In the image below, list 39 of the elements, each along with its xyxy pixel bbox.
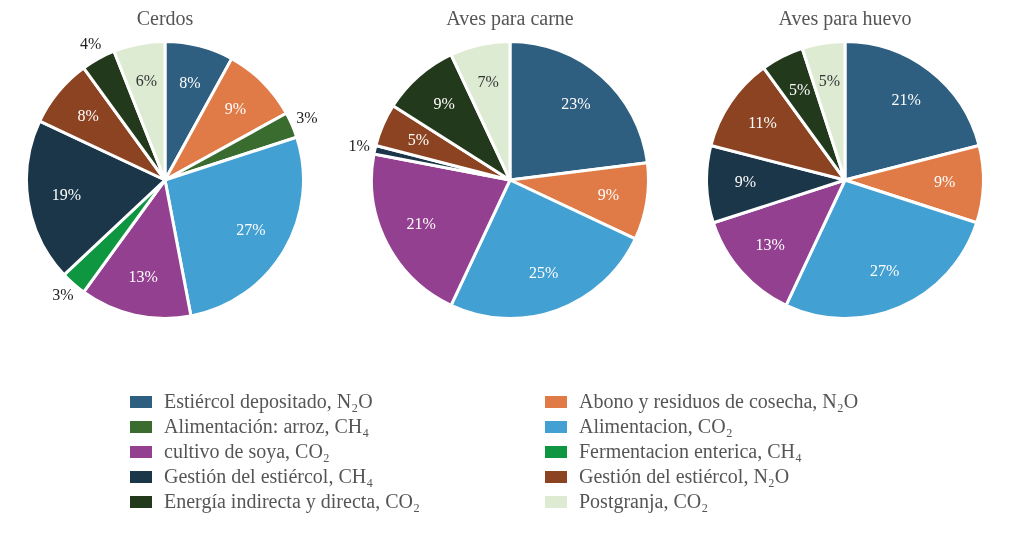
data-label: 8%	[77, 106, 99, 124]
data-label: 5%	[407, 130, 430, 148]
data-label: 13%	[755, 236, 785, 254]
chart-title: Aves para huevo	[778, 7, 912, 31]
data-label: 9%	[734, 173, 756, 191]
data-label: 23%	[561, 95, 591, 113]
legend-label: Estiércol depositado, N₂O	[164, 390, 373, 413]
chart-title: Cerdos	[136, 7, 194, 30]
data-label: 8%	[179, 73, 201, 91]
legend-label: Gestión del estiércol, CH₄	[164, 465, 374, 488]
data-label: 27%	[236, 220, 266, 238]
data-label: 11%	[748, 114, 777, 132]
data-label: 9%	[433, 95, 455, 113]
data-label: 21%	[891, 91, 921, 109]
data-label: 9%	[597, 185, 620, 203]
chart-title: Aves para carne	[446, 7, 574, 31]
legend-label: Energía indirecta y directa, CO₂	[164, 490, 420, 513]
data-label: 5%	[789, 81, 811, 99]
data-label: 27%	[869, 261, 900, 279]
legend-label: cultivo de soya, CO₂	[164, 440, 330, 463]
data-label: 19%	[51, 185, 82, 203]
data-label: 25%	[529, 264, 559, 282]
data-label: 7%	[477, 72, 499, 90]
data-label: 3%	[52, 286, 74, 304]
legend-label: Abono y residuos de cosecha, N₂O	[579, 390, 859, 413]
data-label: 6%	[135, 72, 157, 90]
legend-label: Gestión del estiércol, N₂O	[579, 465, 790, 488]
data-label: 9%	[224, 99, 247, 117]
legend-label: Alimentacion, CO₂	[579, 415, 733, 438]
legend-label: Fermentacion enterica, CH₄	[579, 440, 802, 463]
data-label: 21%	[406, 215, 436, 233]
data-label: 13%	[128, 267, 158, 285]
data-label: 4%	[79, 34, 102, 52]
data-label: 5%	[818, 71, 841, 89]
legend-label: Postgranja, CO₂	[579, 490, 709, 513]
legend-label: Alimentación: arroz, CH₄	[164, 415, 370, 438]
data-label: 1%	[348, 136, 370, 154]
data-label: 3%	[296, 108, 318, 126]
data-label: 9%	[934, 173, 956, 191]
